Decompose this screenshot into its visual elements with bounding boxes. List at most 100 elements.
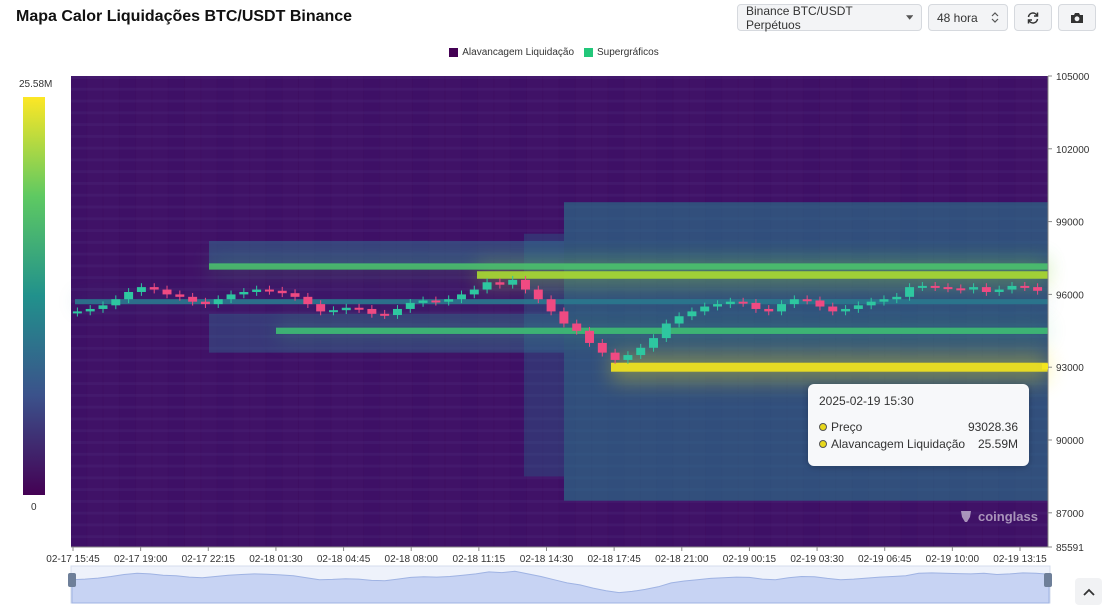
candle-body[interactable] (328, 310, 338, 313)
x-tick-label: 02-18 04:45 (317, 554, 371, 565)
candle-body[interactable] (405, 302, 415, 309)
candle-body[interactable] (559, 311, 569, 324)
y-tick-label: 102000 (1056, 145, 1090, 156)
candle-body[interactable] (687, 311, 697, 317)
heatmap-row (71, 535, 1048, 539)
colorbar[interactable] (23, 97, 45, 495)
candle-body[interactable] (943, 287, 953, 290)
candle-body[interactable] (85, 308, 95, 312)
candle-body[interactable] (136, 287, 146, 292)
candle-body[interactable] (1007, 285, 1017, 290)
candle-body[interactable] (162, 289, 172, 295)
candle-body[interactable] (738, 301, 748, 304)
colorbar-max-label: 25.58M (19, 79, 53, 90)
candle-body[interactable] (200, 301, 210, 305)
candle-body[interactable] (431, 300, 441, 303)
candle-body[interactable] (303, 296, 313, 305)
candle-body[interactable] (1020, 285, 1030, 288)
candle-body[interactable] (700, 306, 710, 312)
candle-body[interactable] (111, 299, 121, 306)
candle-body[interactable] (853, 305, 863, 309)
legend-item-supercharts[interactable]: Supergráficos (584, 47, 659, 58)
candle-body[interactable] (546, 299, 556, 312)
candle-body[interactable] (341, 307, 351, 311)
heatmap-row (71, 393, 1048, 397)
screenshot-button[interactable] (1058, 4, 1096, 31)
candle-body[interactable] (175, 294, 185, 297)
scroll-to-top-button[interactable] (1075, 578, 1102, 605)
candle-body[interactable] (725, 301, 735, 305)
candle-body[interactable] (802, 299, 812, 302)
candle-body[interactable] (495, 282, 505, 285)
candle-body[interactable] (777, 304, 787, 312)
candle-body[interactable] (815, 300, 825, 307)
heatmap-column (429, 76, 445, 547)
candle-body[interactable] (290, 293, 300, 297)
candle-body[interactable] (661, 323, 671, 339)
liquidation-band[interactable] (611, 362, 1048, 372)
zoom-slider-handle-left[interactable] (68, 573, 76, 587)
candle-body[interactable] (252, 289, 262, 292)
candle-body[interactable] (828, 306, 838, 312)
candle-body[interactable] (956, 288, 966, 291)
candle-body[interactable] (674, 316, 684, 324)
candle-body[interactable] (917, 285, 927, 288)
heatmap-row (71, 229, 1048, 233)
candle-body[interactable] (866, 301, 876, 306)
candle-body[interactable] (905, 287, 915, 297)
legend-item-liquidation[interactable]: Alavancagem Liquidação (449, 47, 574, 58)
candle-body[interactable] (764, 308, 774, 312)
candle-body[interactable] (713, 304, 723, 307)
zoom-slider-handle-right[interactable] (1044, 573, 1052, 587)
liquidation-band[interactable] (209, 263, 1048, 270)
candle-body[interactable] (316, 304, 326, 312)
candle-body[interactable] (226, 294, 236, 300)
heatmap-column (412, 76, 429, 547)
candle-body[interactable] (841, 308, 851, 312)
candle-body[interactable] (188, 296, 198, 302)
candle-body[interactable] (1033, 287, 1043, 291)
candle-body[interactable] (649, 338, 659, 348)
candle-body[interactable] (521, 279, 530, 290)
range-select[interactable]: 48 hora (928, 4, 1008, 31)
tooltip-dot (819, 422, 827, 431)
candle-body[interactable] (610, 352, 620, 360)
candle-body[interactable] (892, 296, 902, 300)
candle-body[interactable] (751, 302, 761, 309)
candle-body[interactable] (213, 299, 223, 305)
candle-body[interactable] (264, 289, 274, 292)
x-tick-label: 02-18 14:30 (520, 554, 574, 565)
candle-body[interactable] (482, 282, 492, 290)
liquidation-band[interactable] (75, 299, 1048, 305)
candle-body[interactable] (994, 289, 1004, 292)
candle-body[interactable] (380, 313, 390, 316)
candle-body[interactable] (533, 289, 543, 300)
candle-body[interactable] (72, 311, 82, 314)
candle-body[interactable] (456, 294, 466, 300)
candle-body[interactable] (789, 299, 799, 305)
candle-body[interactable] (418, 300, 428, 303)
candle-body[interactable] (354, 307, 364, 310)
candle-body[interactable] (149, 287, 159, 290)
candle-body[interactable] (239, 291, 249, 295)
candle-body[interactable] (367, 308, 377, 314)
candle-body[interactable] (585, 330, 594, 343)
candle-body[interactable] (930, 285, 940, 288)
candle-body[interactable] (392, 308, 402, 316)
candle-body[interactable] (469, 289, 479, 295)
candle-body[interactable] (969, 287, 979, 290)
candle-body[interactable] (879, 299, 889, 302)
candle-body[interactable] (98, 305, 108, 309)
candle-body[interactable] (636, 347, 646, 356)
candle-body[interactable] (572, 323, 582, 331)
candle-body[interactable] (277, 290, 287, 294)
refresh-button[interactable] (1014, 4, 1052, 31)
candle-body[interactable] (444, 299, 454, 302)
candle-body[interactable] (623, 355, 633, 360)
candle-body[interactable] (508, 279, 518, 285)
candle-body[interactable] (597, 342, 607, 353)
exchange-select[interactable]: Binance BTC/USDT Perpétuos (737, 4, 922, 32)
candle-body[interactable] (981, 287, 991, 292)
candle-body[interactable] (124, 291, 134, 300)
